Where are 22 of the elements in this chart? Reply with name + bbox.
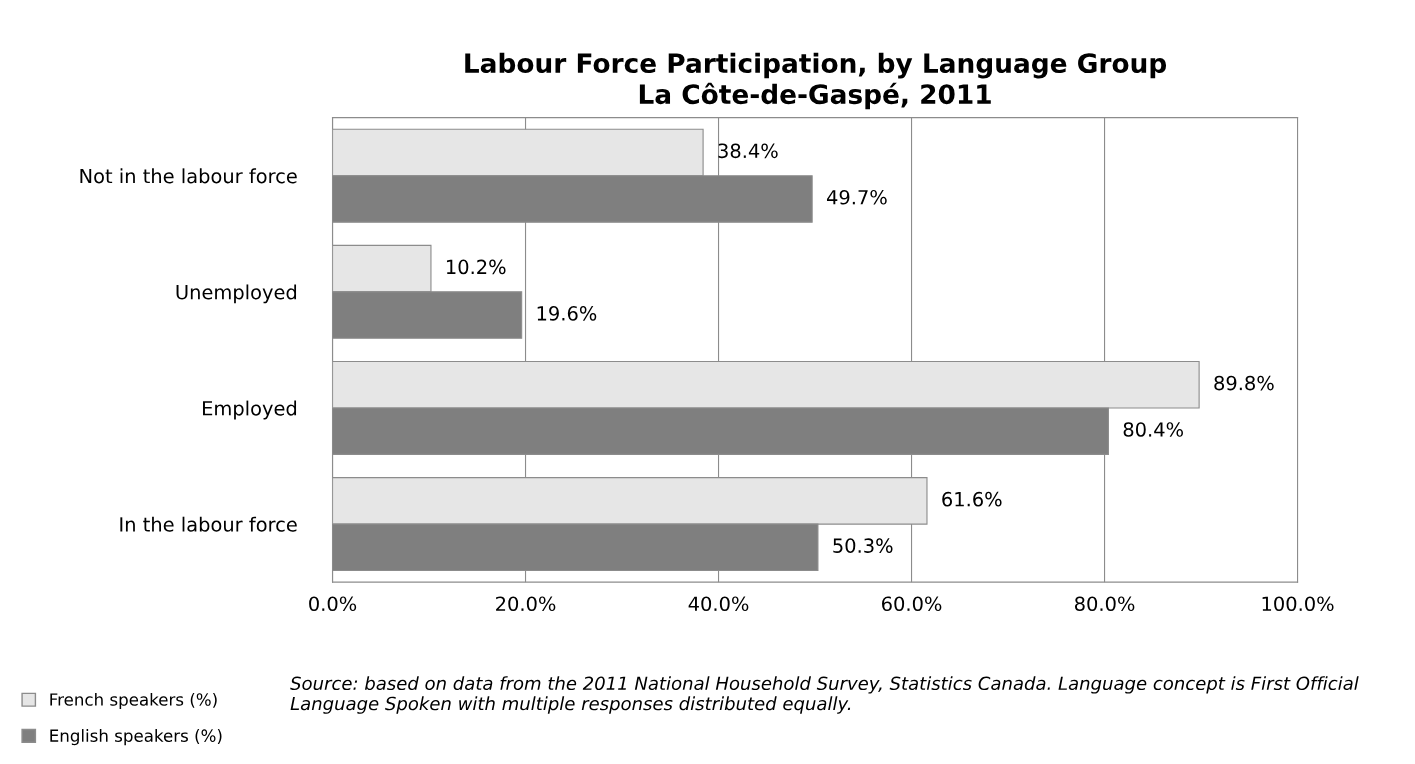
x-tick-label: 20.0% (496, 596, 556, 612)
x-tick-label: 0.0% (309, 596, 357, 612)
chart-title: Labour Force Participation, by Language Group La Côte-de-Gaspé, 2011 (465, 52, 1167, 110)
x-tick-label: 100.0% (1262, 596, 1334, 612)
data-label: 50.3% (833, 538, 893, 553)
y-tick-label: Unemployed (176, 284, 297, 304)
data-label: 89.8% (1214, 375, 1274, 391)
x-tick-label: 80.0% (1074, 596, 1135, 612)
legend-label: English speakers (%) (50, 729, 222, 746)
data-label: 10.2% (446, 259, 506, 275)
y-tick-label: Not in the labour force (80, 168, 297, 184)
x-tick-label: 60.0% (882, 596, 942, 612)
data-label: 19.6% (537, 306, 597, 321)
data-label: 38.4% (718, 143, 778, 159)
data-label: 61.6% (942, 491, 1002, 507)
x-tick-label: 40.0% (688, 596, 749, 612)
y-tick-label: In the labour force (120, 516, 297, 532)
y-tick-label: Employed (203, 400, 297, 420)
source-note: Source: based on data from the 2011 National Household Survey, Statistics Canada. Language concept is First Official Language Spoken with multiple responses distributed equally. (290, 676, 1359, 714)
legend-label: French speakers (%) (50, 692, 217, 710)
data-label: 80.4% (1123, 422, 1183, 437)
data-label: 49.7% (826, 189, 887, 205)
